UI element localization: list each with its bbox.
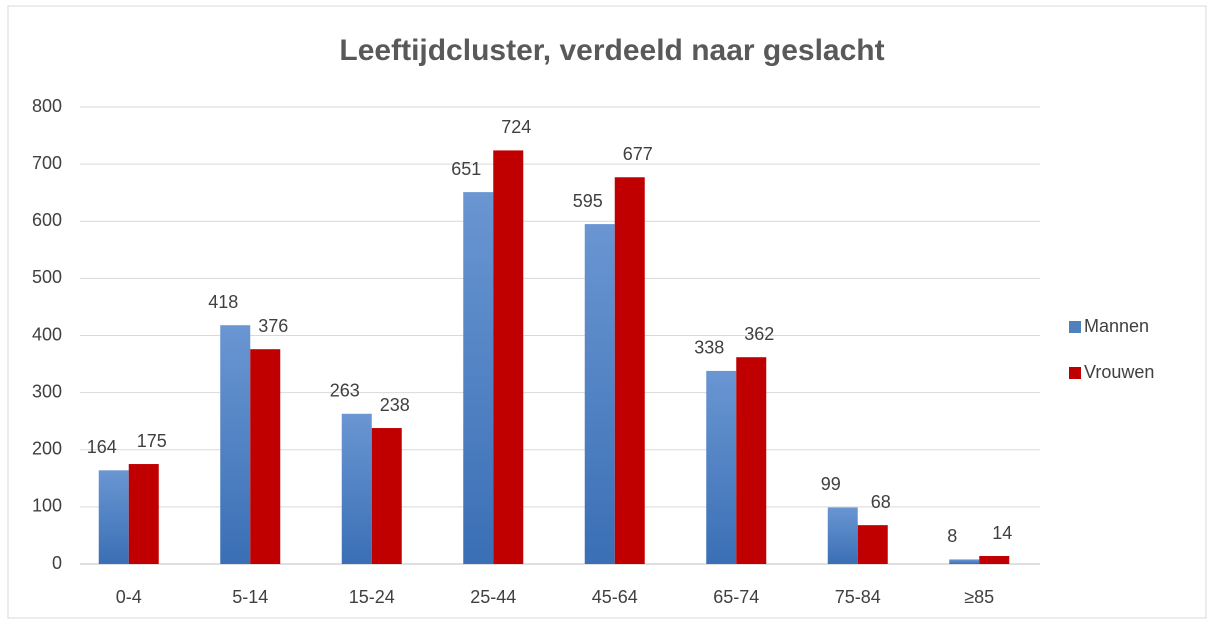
x-tick-label: 5-14 — [232, 587, 268, 607]
bar — [463, 192, 494, 564]
bar — [341, 413, 372, 564]
data-label: 376 — [258, 316, 288, 336]
x-tick-label: 45-64 — [592, 587, 638, 607]
legend-label: Vrouwen — [1084, 362, 1154, 382]
bar — [736, 357, 767, 564]
x-tick-label: 75-84 — [835, 587, 881, 607]
data-label: 338 — [694, 338, 724, 358]
x-tick-label: ≥85 — [964, 587, 994, 607]
legend-label: Mannen — [1084, 316, 1149, 336]
legend-swatch — [1069, 321, 1081, 333]
y-tick-label: 700 — [32, 153, 62, 173]
bar — [857, 525, 888, 564]
bar — [706, 370, 737, 564]
y-tick-label: 500 — [32, 267, 62, 287]
data-label: 677 — [623, 144, 653, 164]
data-label: 362 — [744, 324, 774, 344]
y-tick-label: 600 — [32, 210, 62, 230]
x-tick-label: 15-24 — [349, 587, 395, 607]
bar — [949, 559, 980, 564]
chart-title: Leeftijdcluster, verdeeld naar geslacht — [339, 34, 884, 67]
data-label: 263 — [330, 381, 360, 401]
data-label: 99 — [821, 474, 841, 494]
data-label: 175 — [137, 431, 167, 451]
legend-swatch — [1069, 367, 1081, 379]
x-tick-label: 25-44 — [470, 587, 516, 607]
y-tick-label: 0 — [52, 553, 62, 573]
data-label: 418 — [208, 292, 238, 312]
data-label: 68 — [871, 492, 891, 512]
y-tick-label: 300 — [32, 381, 62, 401]
bar — [98, 470, 129, 564]
data-label: 651 — [451, 159, 481, 179]
data-label: 164 — [87, 437, 117, 457]
data-label: 595 — [573, 191, 603, 211]
data-label: 238 — [380, 395, 410, 415]
data-label: 724 — [501, 117, 531, 137]
bar — [979, 556, 1010, 564]
y-tick-label: 800 — [32, 96, 62, 116]
bar — [220, 325, 251, 564]
bar — [827, 507, 858, 564]
data-label: 14 — [992, 523, 1012, 543]
bar — [493, 150, 524, 565]
bar — [584, 224, 615, 564]
x-tick-label: 0-4 — [116, 587, 142, 607]
bar — [128, 464, 159, 564]
x-tick-label: 65-74 — [713, 587, 759, 607]
bar — [250, 349, 281, 564]
bar — [614, 177, 645, 565]
y-tick-label: 200 — [32, 439, 62, 459]
bar — [371, 428, 402, 564]
data-label: 8 — [947, 526, 957, 546]
y-tick-label: 100 — [32, 496, 62, 516]
y-tick-label: 400 — [32, 324, 62, 344]
